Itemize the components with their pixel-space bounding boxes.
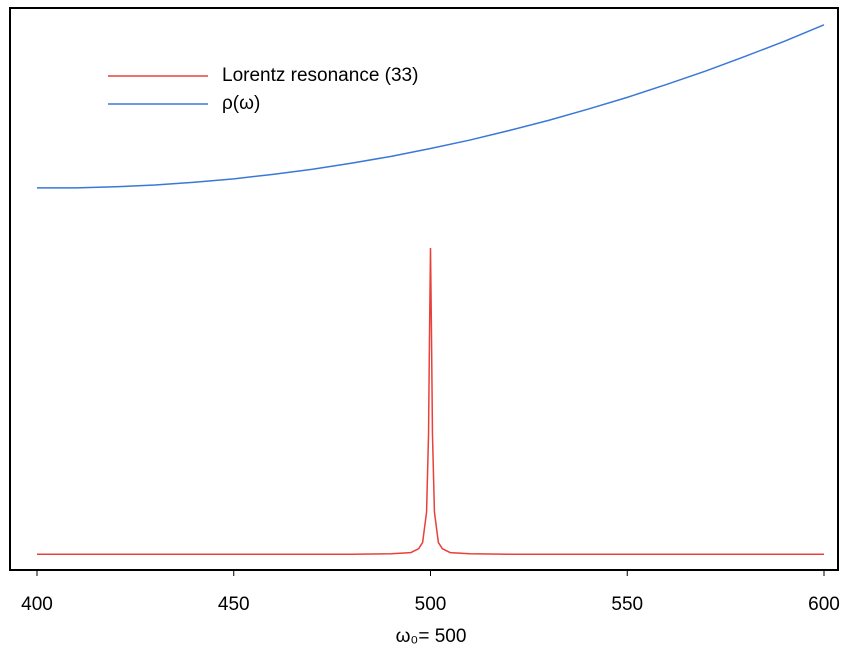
legend-label: ρ(ω) <box>222 93 260 114</box>
x-tick-label: 450 <box>218 594 250 615</box>
plot-frame <box>9 7 839 571</box>
series-line <box>37 247 824 556</box>
x-tick-label: 400 <box>21 594 53 615</box>
x-tick-label: 550 <box>611 594 643 615</box>
x-tick-label: 600 <box>808 594 840 615</box>
x-tick-label: 500 <box>415 594 447 615</box>
series-line <box>37 24 825 189</box>
legend-label: Lorentz resonance (33) <box>222 65 418 86</box>
x-axis-label: ω₀= 500 <box>396 626 467 647</box>
